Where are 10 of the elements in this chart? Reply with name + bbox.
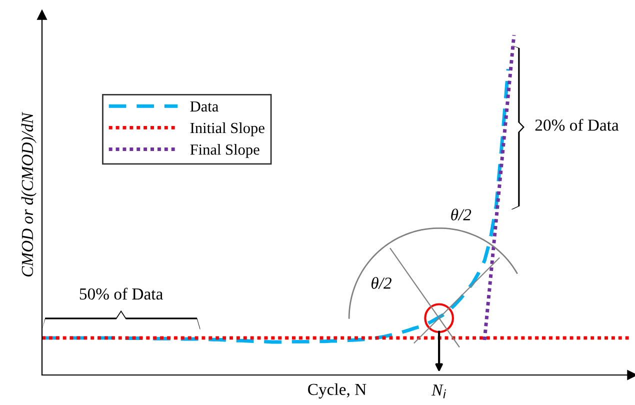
annotation: 50% of Data bbox=[80, 288, 163, 300]
legend-label: Initial Slope bbox=[190, 122, 264, 136]
legend-label: Data bbox=[190, 101, 218, 112]
legend-label: Final Slope bbox=[190, 144, 260, 158]
x-axis-title: Cycle, N bbox=[308, 383, 366, 398]
text: N$_{i}$ bbox=[431, 384, 446, 398]
annotation: θ/2 bbox=[451, 208, 472, 220]
y-axis-title: CMOD or d(CMOD)/dN bbox=[21, 112, 36, 276]
annotation: θ/2 bbox=[371, 276, 392, 289]
annotation: 20% of Data bbox=[535, 118, 619, 131]
